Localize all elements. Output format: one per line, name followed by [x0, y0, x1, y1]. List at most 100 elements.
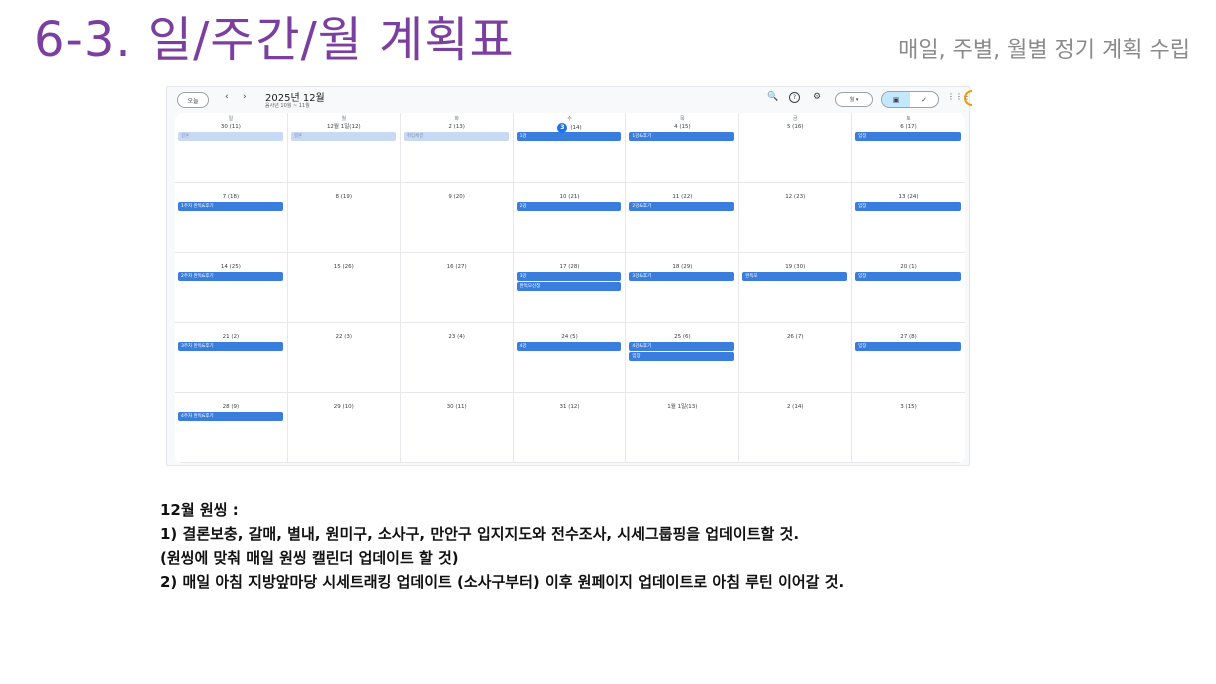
day-cell[interactable]: 토 6 (17) 임장 [852, 113, 965, 183]
day-date: 6 (17) [900, 124, 917, 130]
event-chip[interactable]: 결혼 [290, 132, 396, 141]
day-cell[interactable]: 3 (15) [852, 393, 965, 463]
day-cell[interactable]: 23 (4) [400, 323, 514, 393]
day-cell[interactable]: 수 3 (14) 1강 [513, 113, 627, 183]
event-chip[interactable]: 1주차 완독&후기 [178, 202, 283, 211]
day-cell[interactable]: 19 (30) 완독모 [739, 253, 853, 323]
calendar-toolbar: 오늘 ‹ › 2025년 12월 음사년 10월 ~ 11월 🔍 ? ⚙ 월 ▾… [167, 87, 972, 113]
day-cell[interactable]: 26 (7) [739, 323, 853, 393]
day-cell[interactable]: 20 (1) 임장 [852, 253, 965, 323]
event-chip[interactable]: 1강&후기 [629, 132, 735, 141]
day-date: 31 (12) [559, 404, 580, 410]
day-cell[interactable]: 11 (22) 2강&후기 [626, 183, 740, 253]
settings-icon[interactable]: ⚙ [813, 92, 822, 102]
day-cell[interactable]: 18 (29) 3강&후기 [626, 253, 740, 323]
day-date: 5 (16) [786, 124, 804, 130]
prev-month-icon[interactable]: ‹ [225, 92, 229, 102]
event-chip[interactable]: 결혼 [178, 132, 283, 141]
day-cell[interactable]: 1월 1일(13) [626, 393, 740, 463]
day-cell[interactable]: 13 (24) 임장 [852, 183, 965, 253]
view-toggle[interactable]: ▣ ✓ [881, 91, 939, 108]
day-date: 10 (21) [559, 194, 580, 200]
event-chip[interactable]: 임장 [855, 342, 961, 351]
weekday-label: 일 [228, 116, 234, 122]
day-cell[interactable]: 화 2 (13) 취임체결 [400, 113, 514, 183]
day-cell[interactable]: 24 (5) 4강 [513, 323, 627, 393]
slide-title: 6-3. 일/주간/월 계획표 [34, 12, 515, 68]
day-date: 7 (18) [222, 194, 240, 200]
event-chip[interactable]: 완독모신청 [516, 282, 622, 291]
event-chip[interactable]: 취임체결 [403, 132, 509, 141]
day-date: 16 (27) [446, 264, 467, 270]
event-chip[interactable]: 3주차 완독&후기 [178, 342, 283, 351]
day-cell[interactable]: 16 (27) [400, 253, 514, 323]
avatar[interactable] [964, 90, 972, 106]
day-cell[interactable]: 목 4 (15) 1강&후기 [626, 113, 740, 183]
day-cell[interactable]: 7 (18) 1주차 완독&후기 [175, 183, 288, 253]
day-cell[interactable]: 15 (26) [287, 253, 401, 323]
event-chip[interactable]: 2주차 완독&후기 [178, 272, 283, 281]
notes-line-1: 1) 결론보충, 갈매, 별내, 원미구, 소사구, 만안구 입지지도와 전수조… [160, 525, 800, 543]
event-chip[interactable]: 1강 [516, 132, 622, 141]
tasks-view-icon[interactable]: ✓ [921, 95, 927, 104]
weekday-label: 화 [454, 116, 459, 122]
event-chip[interactable]: 4강&후기 [629, 342, 735, 351]
event-chip[interactable]: 2강 [516, 202, 622, 211]
day-cell[interactable]: 30 (11) [400, 393, 514, 463]
day-cell[interactable]: 금 5 (16) [739, 113, 853, 183]
day-cell[interactable]: 27 (8) 임장 [852, 323, 965, 393]
event-chip[interactable]: 임장 [855, 202, 961, 211]
day-cell[interactable]: 일 30 (11) 결혼 [175, 113, 288, 183]
day-cell[interactable]: 17 (28) 3강 완독모신청 [513, 253, 627, 323]
day-date: 25 (6) [674, 334, 691, 340]
day-cell[interactable]: 31 (12) [513, 393, 627, 463]
day-cell[interactable]: 29 (10) [287, 393, 401, 463]
calendar-view-icon[interactable]: ▣ [882, 92, 910, 107]
view-select[interactable]: 월 ▾ [835, 92, 873, 107]
day-cell[interactable]: 22 (3) [287, 323, 401, 393]
event-chip[interactable]: 2강&후기 [629, 202, 735, 211]
day-date: 14 (25) [220, 264, 241, 270]
day-date: 3 (15) [900, 404, 917, 410]
day-cell[interactable]: 2 (14) [739, 393, 853, 463]
event-chip[interactable]: 임장 [855, 132, 961, 141]
day-date: 23 (4) [448, 334, 465, 340]
event-chip[interactable]: 3강 [516, 272, 622, 281]
day-cell[interactable]: 12 (23) [739, 183, 853, 253]
day-cell[interactable]: 10 (21) 2강 [513, 183, 627, 253]
day-date: 29 (10) [333, 404, 354, 410]
day-date: 20 (1) [900, 264, 917, 270]
day-cell[interactable]: 25 (6) 4강&후기 임장 [626, 323, 740, 393]
day-date: 22 (3) [335, 334, 353, 340]
weekday-label: 목 [680, 116, 685, 122]
next-month-icon[interactable]: › [243, 92, 247, 102]
event-chip[interactable]: 3강&후기 [629, 272, 735, 281]
month-grid: 일 30 (11) 결혼 월 12월 1일(12) 결혼 화 2 (13) 취임체결 수 3 (14)… [175, 113, 965, 463]
day-date: 24 (5) [561, 334, 578, 340]
day-cell[interactable]: 월 12월 1일(12) 결혼 [287, 113, 401, 183]
day-cell[interactable]: 14 (25) 2주차 완독&후기 [175, 253, 288, 323]
event-chip[interactable]: 완독모 [742, 272, 848, 281]
day-date: 26 (7) [786, 334, 804, 340]
weekday-label: 수 [567, 116, 572, 122]
event-chip[interactable]: 임장 [629, 352, 735, 361]
day-date: 12 (23) [785, 194, 806, 200]
day-date: 13 (24) [898, 194, 919, 200]
day-cell[interactable]: 28 (9) 4주차 완독&후기 [175, 393, 288, 463]
event-chip[interactable]: 임장 [855, 272, 961, 281]
day-date: 3 (14) [514, 123, 626, 133]
today-button[interactable]: 오늘 [177, 92, 209, 108]
day-date: 30 (11) [446, 404, 467, 410]
day-date: 8 (19) [335, 194, 353, 200]
apps-grid-icon[interactable]: ⋮⋮⋮ [947, 92, 971, 101]
day-date: 12월 1일(12) [326, 124, 361, 130]
day-cell[interactable]: 9 (20) [400, 183, 514, 253]
help-icon[interactable]: ? [789, 92, 800, 103]
event-chip[interactable]: 4강 [516, 342, 622, 351]
search-icon[interactable]: 🔍 [767, 92, 779, 102]
event-chip[interactable]: 4주차 완독&후기 [178, 412, 283, 421]
day-date: 17 (28) [559, 264, 580, 270]
day-cell[interactable]: 8 (19) [287, 183, 401, 253]
day-cell[interactable]: 21 (2) 3주차 완독&후기 [175, 323, 288, 393]
notes-line-3: 2) 매일 아침 지방앞마당 시세트래킹 업데이트 (소사구부터) 이후 원페이… [160, 573, 845, 591]
